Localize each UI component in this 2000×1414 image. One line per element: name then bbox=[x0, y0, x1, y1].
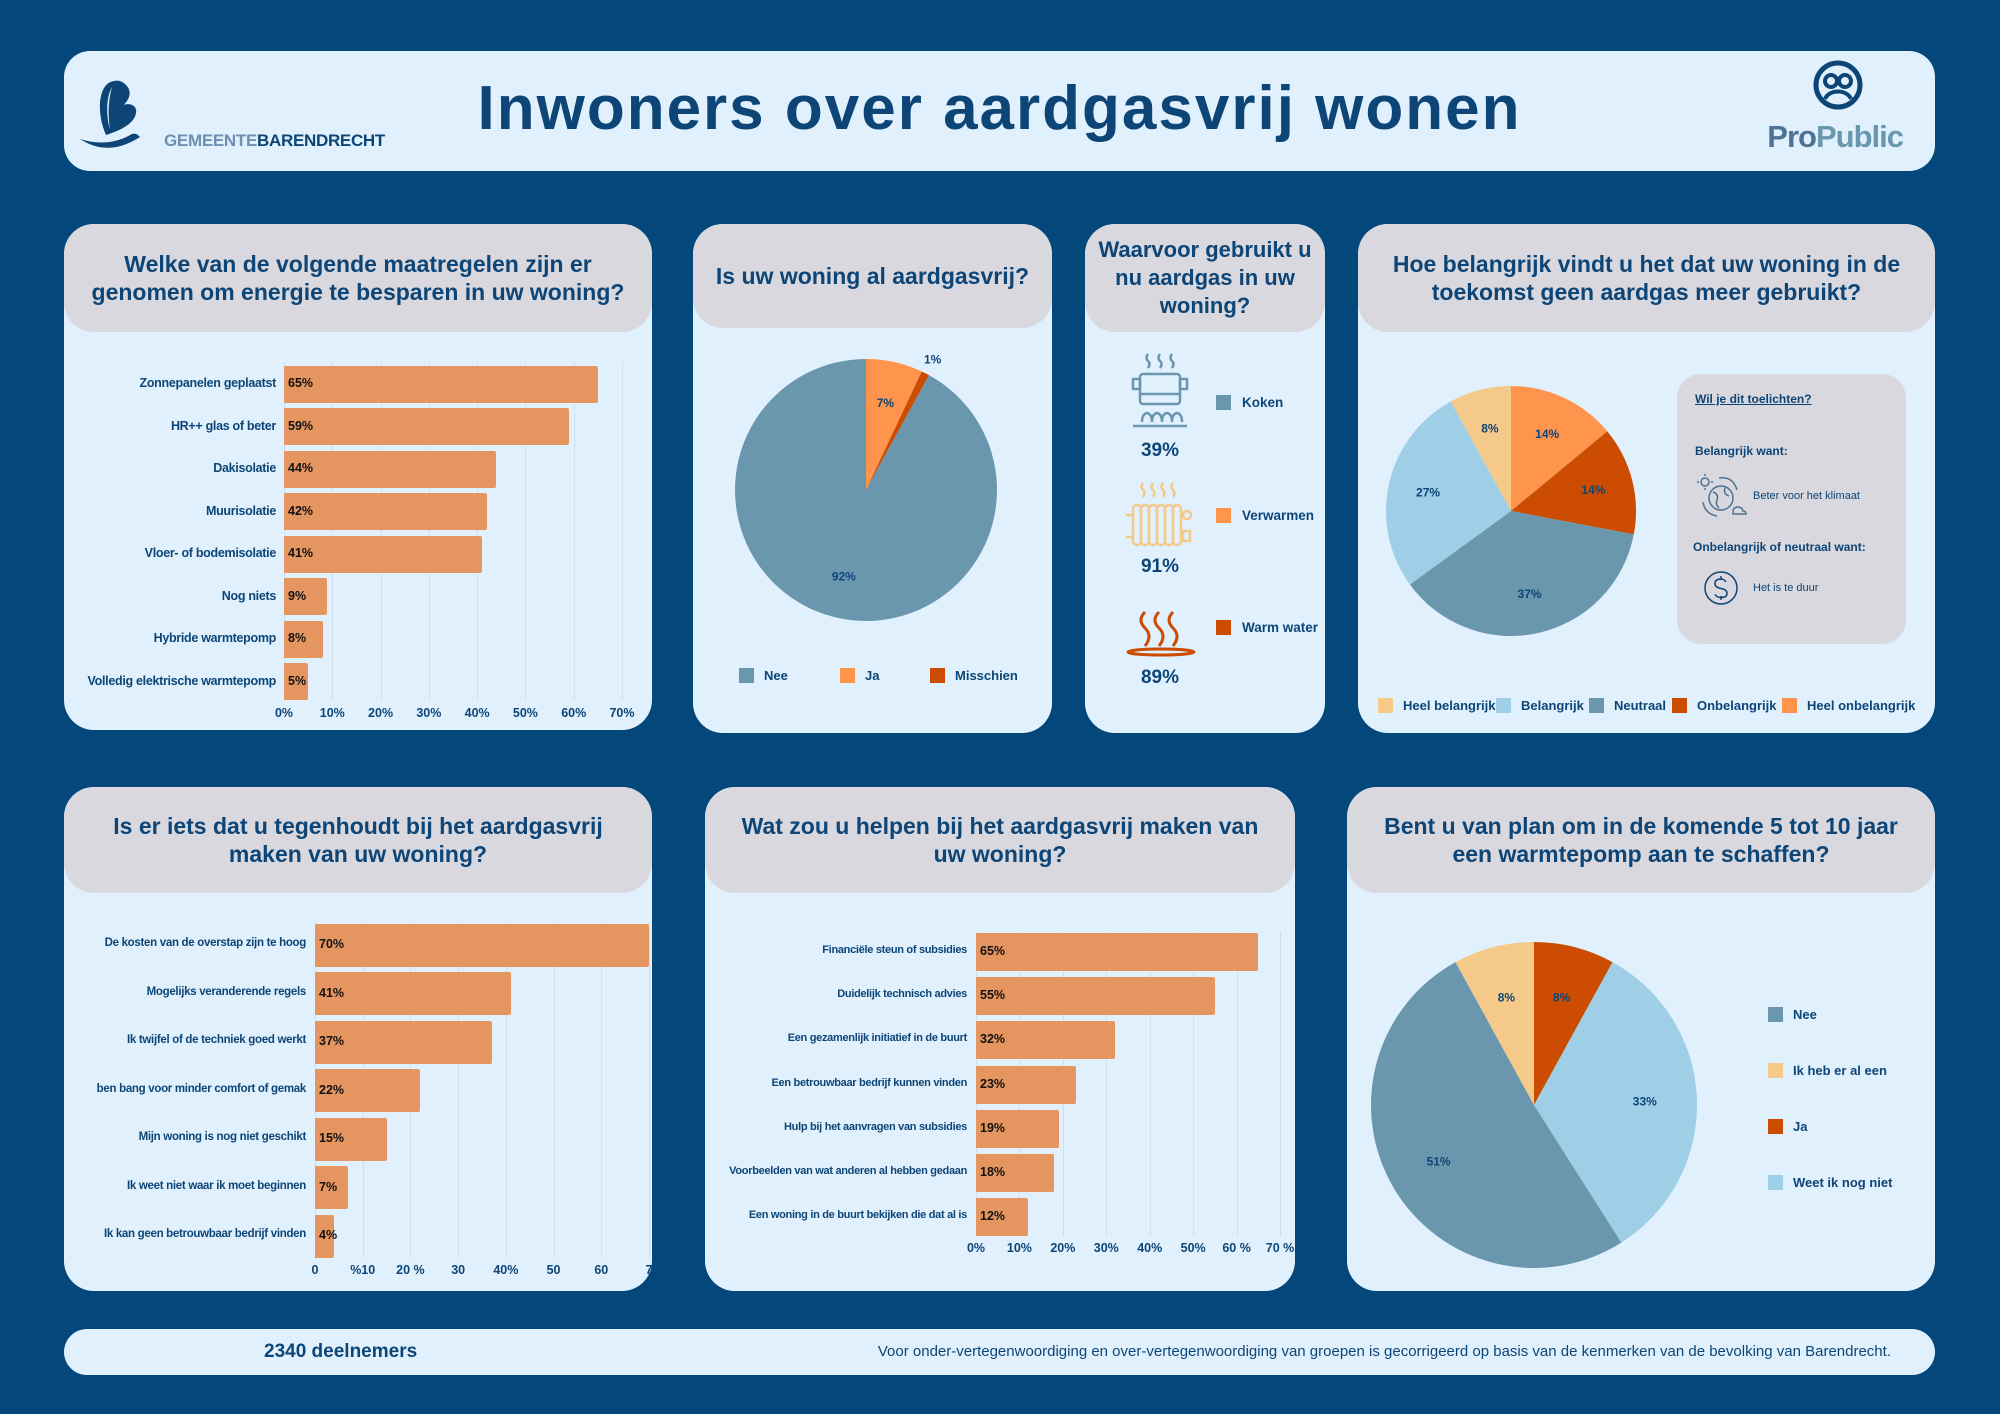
radiator-icon bbox=[1126, 482, 1193, 547]
legend-label: Koken bbox=[1242, 395, 1284, 410]
usage-legend-verwarmen: Verwarmen bbox=[1216, 508, 1314, 523]
usage-verwarmen-value: 91% bbox=[1140, 556, 1180, 577]
explain-heading[interactable]: Wil je dit toelichten? bbox=[1695, 392, 1812, 406]
usage-warm-water-value: 89% bbox=[1140, 667, 1180, 688]
explanation-box: Wil je dit toelichten? Belangrijk want: … bbox=[1677, 374, 1906, 644]
cooking-pot-icon bbox=[1131, 353, 1189, 428]
panel-title: Bent u van plan om in de komende 5 tot 1… bbox=[1347, 787, 1935, 893]
footer-note: Voor onder-vertegenwoordiging en over-ve… bbox=[877, 1343, 1891, 1360]
footer: 2340 deelnemers Voor onder-vertegenwoord… bbox=[64, 1329, 1935, 1375]
logo-text-light: GEMEENTE bbox=[164, 131, 258, 150]
participants-count: 2340 deelnemers bbox=[264, 1341, 418, 1362]
legend-swatch bbox=[1216, 395, 1231, 410]
header: GEMEENTEBARENDRECHT Inwoners over aardga… bbox=[64, 51, 1935, 171]
logo-text-bold: BARENDRECHT bbox=[257, 131, 385, 150]
usage-legend-koken: Koken bbox=[1216, 395, 1283, 410]
help-panel: Wat zou u helpen bij het aardgasvrij mak… bbox=[705, 787, 1295, 1291]
gasfree-panel: Is uw woning al aardgasvrij? bbox=[693, 224, 1052, 733]
logo-pro: Pro bbox=[1767, 119, 1817, 154]
heatpump-panel: Bent u van plan om in de komende 5 tot 1… bbox=[1347, 787, 1935, 1291]
panel-title: Is uw woning al aardgasvrij? bbox=[693, 224, 1052, 328]
legend-swatch bbox=[1216, 508, 1231, 523]
unimportant-reason: Het is te duur bbox=[1753, 582, 1819, 594]
measures-panel: Welke van de volgende maatregelen zijn e… bbox=[64, 224, 652, 730]
usage-panel: Waarvoor gebruikt u nu aardgas in uw won… bbox=[1085, 224, 1325, 733]
barendrecht-logo-text: GEMEENTEBARENDRECHT bbox=[164, 131, 385, 151]
barendrecht-logo-icon bbox=[80, 80, 140, 148]
hot-water-icon bbox=[1126, 610, 1196, 657]
dollar-coin-icon bbox=[1704, 571, 1738, 605]
panel-title: Is er iets dat u tegenhoudt bij het aard… bbox=[64, 787, 652, 893]
legend-label: Warm water bbox=[1242, 620, 1319, 635]
panel-title: Hoe belangrijk vindt u het dat uw woning… bbox=[1358, 224, 1935, 332]
important-heading: Belangrijk want: bbox=[1695, 444, 1788, 458]
usage-legend-warm-water: Warm water bbox=[1216, 620, 1318, 635]
panel-title: Wat zou u helpen bij het aardgasvrij mak… bbox=[705, 787, 1295, 893]
panel-title: Waarvoor gebruikt u nu aardgas in uw won… bbox=[1085, 224, 1325, 332]
unimportant-heading: Onbelangrijk of neutraal want: bbox=[1693, 540, 1866, 554]
globe-climate-icon bbox=[1697, 474, 1747, 517]
important-reason: Beter voor het klimaat bbox=[1753, 490, 1860, 502]
barriers-panel: Is er iets dat u tegenhoudt bij het aard… bbox=[64, 787, 652, 1291]
panel-title: Welke van de volgende maatregelen zijn e… bbox=[64, 224, 652, 332]
propublic-logo-icon bbox=[1813, 60, 1863, 110]
propublic-logo-text: ProPublic bbox=[1767, 119, 1904, 155]
legend-label: Verwarmen bbox=[1242, 508, 1315, 523]
legend-swatch bbox=[1216, 620, 1231, 635]
usage-koken-value: 39% bbox=[1140, 440, 1180, 461]
logo-public: Public bbox=[1815, 119, 1904, 154]
page-title: Inwoners over aardgasvrij wonen bbox=[477, 74, 1522, 143]
